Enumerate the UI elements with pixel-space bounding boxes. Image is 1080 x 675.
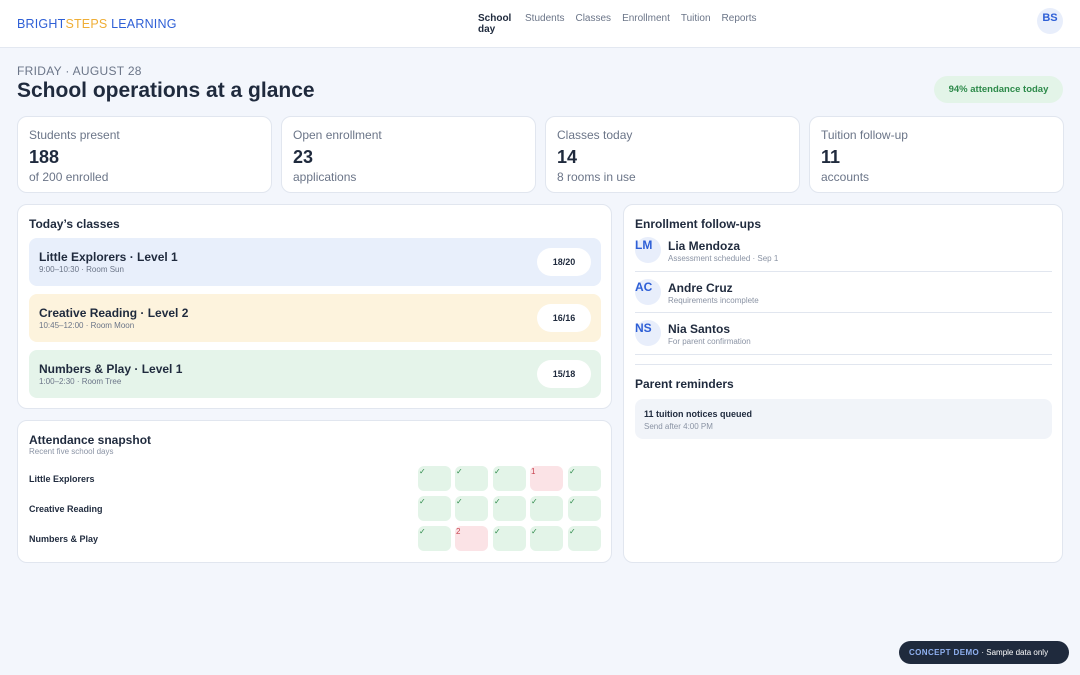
stat-label: Tuition follow-up <box>821 128 908 142</box>
class-name: Creative Reading · Level 2 <box>39 306 189 320</box>
class-meta: 9:00–10:30 · Room Sun <box>39 265 124 274</box>
stat-value: 188 <box>29 147 60 167</box>
followup-avatar: LM <box>635 237 661 263</box>
reminder-sub: Send after 4:00 PM <box>644 422 713 431</box>
nav-school-day[interactable]: School day <box>478 13 512 35</box>
attendance-cell-present: ✓ <box>455 496 488 521</box>
nav-tuition[interactable]: Tuition <box>680 13 711 24</box>
class-count-badge: 16/16 <box>537 304 591 332</box>
stat-card-classes-today[interactable]: Classes today 14 8 rooms in use <box>545 116 800 193</box>
stat-card-tuition-follow-up[interactable]: Tuition follow-up 11 accounts <box>809 116 1064 193</box>
stat-card-students-present[interactable]: Students present 188 of 200 enrolled <box>17 116 272 193</box>
stat-sub: 8 rooms in use <box>557 170 636 184</box>
attendance-cell-present: ✓ <box>418 466 451 491</box>
attendance-cell-present: ✓ <box>530 526 563 551</box>
followup-name: Lia Mendoza <box>668 239 741 253</box>
divider <box>635 364 1052 365</box>
class-row[interactable]: Numbers & Play · Level 1 1:00–2:30 · Roo… <box>29 350 601 398</box>
followup-note: Assessment scheduled · Sep 1 <box>668 254 779 263</box>
nav-students[interactable]: Students <box>525 13 565 24</box>
attendance-cell-present: ✓ <box>455 466 488 491</box>
demo-tag: CONCEPT DEMO <box>909 648 980 657</box>
class-count-badge: 15/18 <box>537 360 591 388</box>
followup-name: Andre Cruz <box>668 281 733 295</box>
nav-classes[interactable]: Classes <box>575 13 612 24</box>
stat-value: 23 <box>293 147 314 167</box>
stat-label: Classes today <box>557 128 633 142</box>
stat-value: 14 <box>557 147 578 167</box>
class-row[interactable]: Creative Reading · Level 2 10:45–12:00 ·… <box>29 294 601 342</box>
stat-sub: applications <box>293 170 357 184</box>
stat-card-open-enrollment[interactable]: Open enrollment 23 applications <box>281 116 536 193</box>
enrollment-followups-panel: Enrollment follow-ups LM Lia Mendoza Ass… <box>623 204 1063 563</box>
attendance-cell-present: ✓ <box>493 496 526 521</box>
class-count-badge: 18/20 <box>537 248 591 276</box>
reminder-item[interactable]: 11 tuition notices queued Send after 4:0… <box>635 399 1052 439</box>
attendance-snapshot-panel: Attendance snapshot Recent five school d… <box>17 420 612 563</box>
panel-title: Enrollment follow-ups <box>635 217 761 231</box>
class-meta: 10:45–12:00 · Room Moon <box>39 321 135 330</box>
top-bar: BRIGHTSTEPS LEARNING School day Students… <box>0 0 1080 48</box>
stat-label: Open enrollment <box>293 128 382 142</box>
brand-word-steps: STEPS <box>65 17 108 31</box>
reminder-title: 11 tuition notices queued <box>644 409 753 419</box>
attendance-cell-absent: 2 <box>455 526 488 551</box>
divider <box>635 312 1052 313</box>
attendance-row-label: Numbers & Play <box>29 534 99 544</box>
class-name: Numbers & Play · Level 1 <box>39 362 183 376</box>
reminders-title: Parent reminders <box>635 377 734 391</box>
divider <box>635 354 1052 355</box>
panel-title: Today’s classes <box>29 217 120 231</box>
followup-avatar: AC <box>635 279 661 305</box>
demo-text: · Sample data only <box>979 648 1049 657</box>
concept-demo-badge: CONCEPT DEMO · Sample data only <box>899 641 1069 664</box>
main-nav: School day Students Classes Enrollment T… <box>478 13 757 35</box>
attendance-cell-present: ✓ <box>568 496 601 521</box>
todays-classes-panel: Today’s classes Little Explorers · Level… <box>17 204 612 409</box>
attendance-cell-present: ✓ <box>418 496 451 521</box>
stat-value: 11 <box>821 147 841 167</box>
brand-logo[interactable]: BRIGHTSTEPS LEARNING <box>17 17 177 31</box>
attendance-cell-present: ✓ <box>418 526 451 551</box>
followup-note: Requirements incomplete <box>668 296 759 305</box>
stat-sub: of 200 enrolled <box>29 170 109 184</box>
brand-word-bright: BRIGHT <box>17 17 66 31</box>
class-meta: 1:00–2:30 · Room Tree <box>39 377 122 386</box>
attendance-badge: 94% attendance today <box>934 76 1063 103</box>
panel-subtitle: Recent five school days <box>29 447 114 456</box>
attendance-row-label: Little Explorers <box>29 474 95 484</box>
nav-reports[interactable]: Reports <box>721 13 757 24</box>
brand-word-learning: LEARNING <box>107 17 177 31</box>
divider <box>635 271 1052 272</box>
followup-note: For parent confirmation <box>668 337 751 346</box>
attendance-cell-present: ✓ <box>530 496 563 521</box>
attendance-cell-absent: 1 <box>530 466 563 491</box>
attendance-cell-present: ✓ <box>493 466 526 491</box>
panel-title: Attendance snapshot <box>29 433 152 447</box>
stat-sub: accounts <box>821 170 870 184</box>
page-title: School operations at a glance <box>17 79 315 102</box>
attendance-cell-present: ✓ <box>568 526 601 551</box>
nav-enrollment[interactable]: Enrollment <box>622 13 670 24</box>
followup-name: Nia Santos <box>668 322 731 336</box>
attendance-cell-present: ✓ <box>493 526 526 551</box>
user-avatar[interactable]: BS <box>1037 8 1063 34</box>
page-date: FRIDAY · AUGUST 28 <box>17 64 142 78</box>
stat-label: Students present <box>29 128 120 142</box>
class-row[interactable]: Little Explorers · Level 1 9:00–10:30 · … <box>29 238 601 286</box>
followup-avatar: NS <box>635 320 661 346</box>
attendance-cell-present: ✓ <box>568 466 601 491</box>
attendance-row-label: Creative Reading <box>29 504 103 514</box>
class-name: Little Explorers · Level 1 <box>39 250 178 264</box>
